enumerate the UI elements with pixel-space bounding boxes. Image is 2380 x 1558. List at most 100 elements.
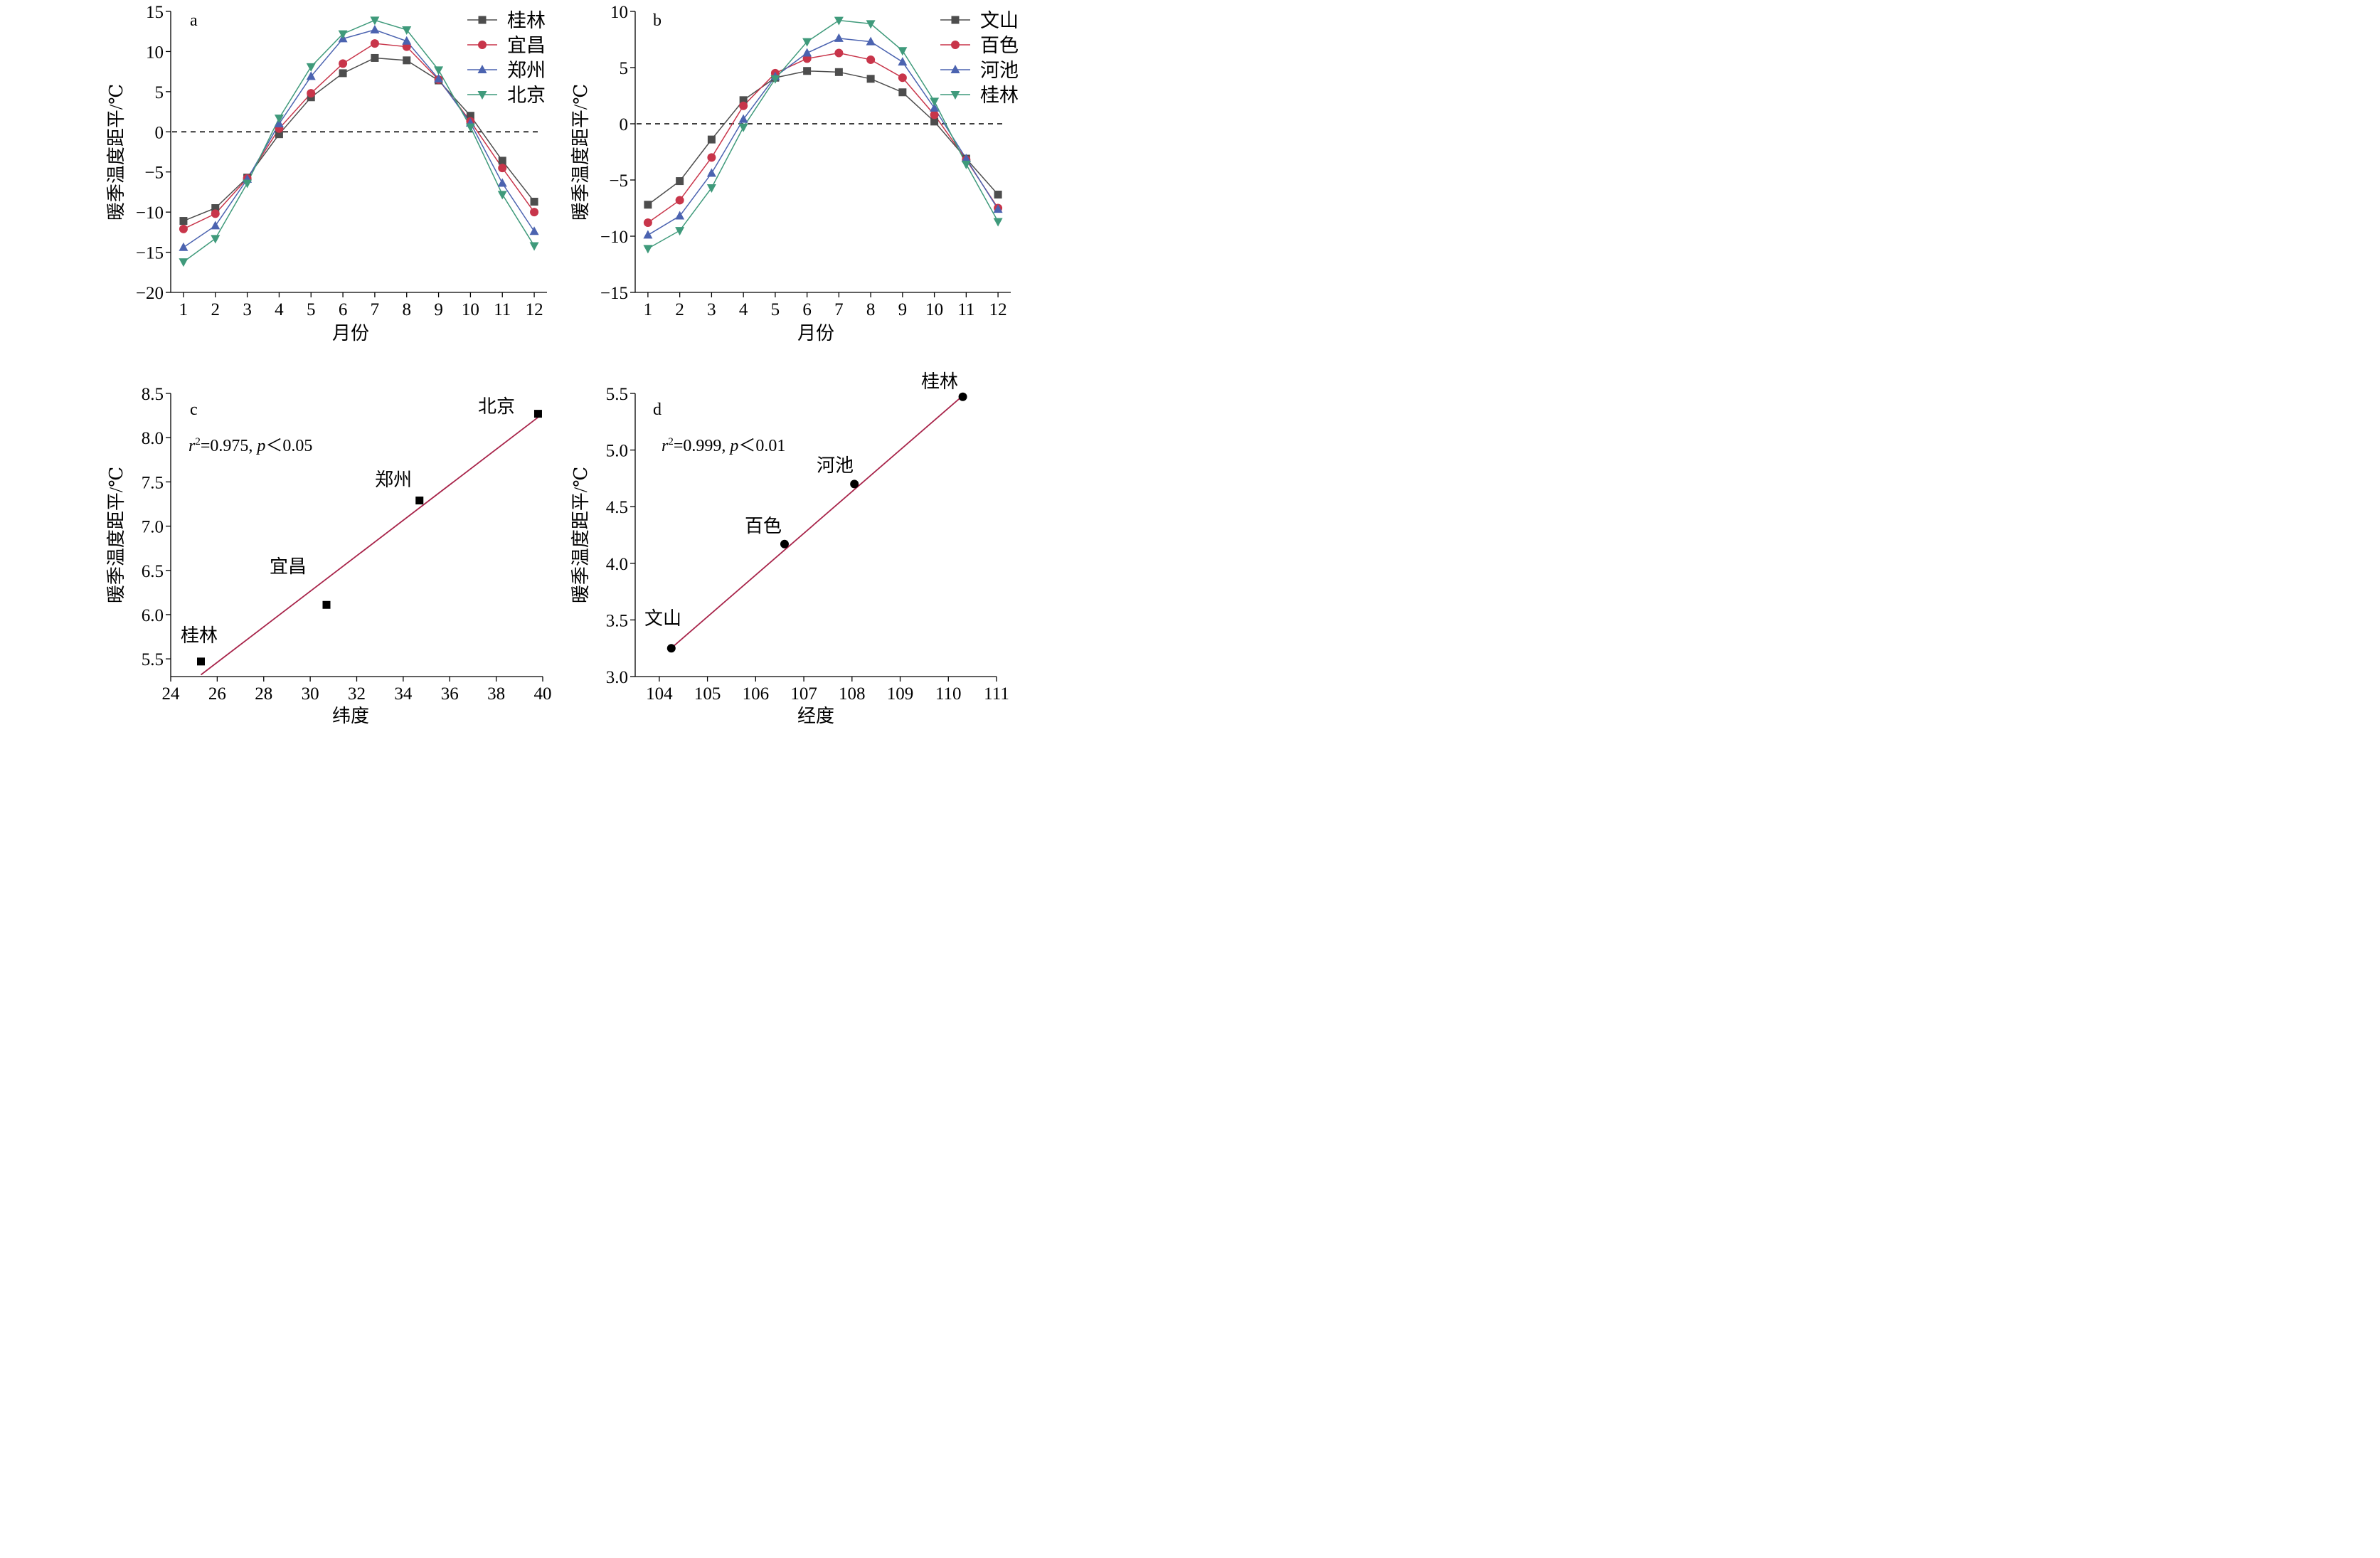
regression-line (673, 395, 964, 647)
x-tick-label: 9 (898, 300, 908, 319)
point-label: 百色 (745, 516, 782, 536)
series-line-3 (647, 19, 999, 250)
y-tick-label: 5 (155, 83, 164, 102)
data-point-3-0 (643, 245, 653, 254)
data-point-0-2 (707, 135, 716, 144)
legend-marker (951, 16, 960, 24)
panel-c-scatter-chart: 5.5 6.0 6.5 7.0 7.5 8.0 8.5 24 26 28 30 32 34 36 38 40 纬… (106, 385, 552, 726)
legend-label: 郑州 (507, 60, 546, 81)
legend-label: 桂林 (980, 85, 1019, 106)
y-tick-label: 10 (610, 3, 628, 22)
data-point-1-1 (675, 196, 684, 205)
y-tick-label: 5 (620, 59, 629, 78)
x-tick-label: 2 (211, 300, 221, 319)
y-axis-title: 暖季温度距平/℃ (570, 84, 591, 221)
data-point-3-9 (465, 123, 475, 132)
x-tick-label: 7 (371, 300, 380, 319)
data-point-2-7 (866, 36, 876, 46)
data-point-3-10 (497, 191, 507, 200)
y-tick-label: 15 (146, 3, 164, 22)
x-tick-label: 11 (494, 300, 511, 319)
data-point-0-11 (994, 191, 1002, 199)
legend-label: 宜昌 (507, 35, 546, 56)
series-line-2 (647, 38, 999, 236)
x-tick-label: 10 (462, 300, 479, 319)
data-point-1-10 (498, 164, 507, 173)
data-point-2-0 (643, 230, 653, 239)
panel-d-scatter-chart: 3.0 3.5 4.0 4.5 5.0 5.5 104 105 106 107 108 109 110 1… (570, 371, 1009, 726)
data-point-0-11 (530, 197, 538, 206)
data-point-3-4 (770, 75, 780, 84)
data-point-3 (958, 392, 967, 401)
data-point-0-1 (211, 204, 220, 212)
data-point-0-8 (898, 88, 907, 97)
x-tick-label: 10 (925, 300, 943, 319)
x-tick-label: 105 (694, 684, 721, 704)
point-label: 文山 (644, 608, 681, 629)
data-point-3-2 (243, 179, 253, 189)
data-point-2-4 (306, 71, 316, 80)
y-tick-label: −10 (136, 203, 164, 223)
data-point-1-9 (930, 110, 939, 120)
point-label: 河池 (817, 455, 854, 476)
y-axis-title: 暖季温度距平/℃ (570, 467, 591, 603)
p-value: ＜0.01 (738, 437, 785, 455)
y-tick-label: −5 (144, 164, 164, 183)
x-tick-label: 5 (771, 300, 780, 319)
data-point-0-6 (834, 68, 843, 76)
data-point-0 (196, 657, 205, 666)
data-point-0-10 (498, 157, 506, 165)
x-tick-label: 12 (989, 300, 1007, 319)
data-point-2-6 (834, 33, 844, 42)
data-point-1-8 (898, 73, 907, 83)
x-tick-label: 1 (644, 300, 653, 319)
x-tick-label: 38 (487, 684, 505, 704)
data-point-0-7 (866, 75, 875, 83)
data-point-2-1 (211, 221, 221, 230)
data-point-2 (415, 496, 424, 504)
x-tick-label: 109 (887, 684, 914, 704)
data-point-2-8 (898, 57, 908, 66)
data-point-3-5 (802, 38, 812, 47)
x-tick-label: 36 (441, 684, 459, 704)
p-symbol: p (255, 437, 265, 455)
legend-marker (951, 41, 960, 49)
data-point-2-0 (179, 242, 188, 251)
legend-marker (477, 65, 487, 73)
series-line-0 (183, 57, 535, 222)
x-tick-label: 8 (866, 300, 876, 319)
r-symbol: r (662, 437, 669, 455)
data-point-2 (850, 479, 859, 489)
data-point-0-3 (275, 130, 283, 139)
x-tick-label: 32 (348, 684, 366, 704)
data-point-0-0 (644, 201, 652, 209)
legend-label: 河池 (980, 60, 1019, 81)
point-label: 郑州 (375, 470, 412, 490)
y-tick-label: 6.0 (142, 606, 164, 625)
x-tick-label: 108 (839, 684, 866, 704)
series-line-1 (647, 52, 999, 223)
x-tick-label: 3 (243, 300, 252, 319)
x-axis-title: 纬度 (332, 706, 369, 726)
data-point-0-7 (403, 56, 411, 65)
r-value: =0.975, (201, 437, 257, 455)
data-point-3-7 (402, 26, 412, 35)
legend-label: 百色 (980, 35, 1019, 56)
legend-marker (950, 91, 960, 100)
x-tick-label: 1 (179, 300, 188, 319)
data-point-3-8 (898, 47, 908, 56)
regression-statistics: r2=0.999, p＜0.01 (662, 436, 785, 455)
legend-marker (478, 16, 487, 24)
x-tick-label: 9 (434, 300, 443, 319)
data-point-3-3 (274, 115, 284, 124)
data-point-1-11 (530, 208, 539, 217)
data-point-1-3 (739, 101, 748, 110)
y-axis-title: 暖季温度距平/℃ (106, 84, 127, 221)
data-point-3-1 (675, 227, 685, 236)
data-point-0-3 (739, 96, 748, 105)
x-tick-label: 110 (935, 684, 962, 704)
y-tick-label: 8.5 (142, 385, 164, 404)
